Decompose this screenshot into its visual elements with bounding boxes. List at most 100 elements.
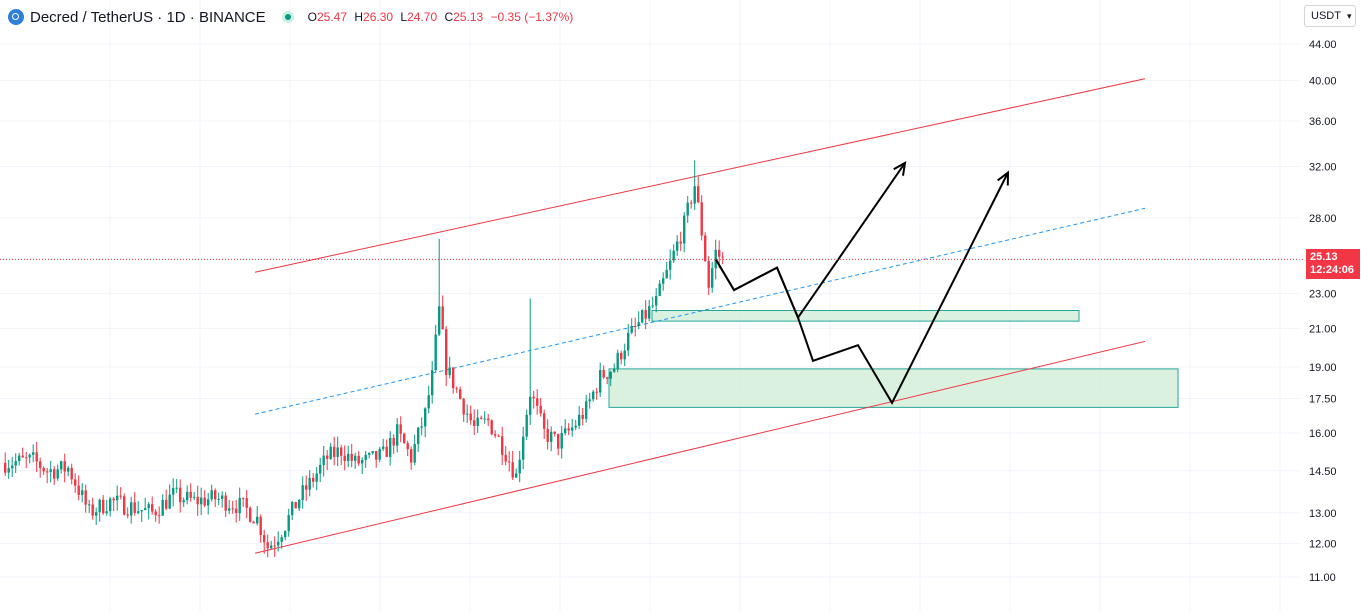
candle-body xyxy=(291,501,294,516)
candle-body xyxy=(179,487,182,503)
channel-midline xyxy=(254,207,1146,415)
candle-body xyxy=(662,278,665,284)
candle-body xyxy=(501,436,504,455)
candle-body xyxy=(623,350,626,360)
candle-body xyxy=(431,370,434,396)
candle-body xyxy=(105,511,108,514)
candle-body xyxy=(711,268,714,288)
candle-body xyxy=(284,531,287,538)
price-tick-label: 19.00 xyxy=(1309,362,1337,374)
candle-body xyxy=(392,437,395,446)
chevron-down-icon: ▾ xyxy=(1346,10,1352,21)
candle-body xyxy=(434,334,437,371)
candle-body xyxy=(424,408,427,427)
candle-body xyxy=(560,433,563,449)
candle-body xyxy=(665,269,668,279)
candle-body xyxy=(182,500,185,503)
projection-paths xyxy=(715,161,1010,405)
low-value: 24.70 xyxy=(407,10,438,24)
candle-body xyxy=(298,499,301,509)
candle-body xyxy=(140,510,143,512)
candle-body xyxy=(466,413,469,415)
candle-body xyxy=(252,521,255,524)
candle-body xyxy=(452,367,455,389)
candle-body xyxy=(18,455,21,462)
candle-body xyxy=(676,241,679,251)
candle-body xyxy=(588,399,591,402)
candle-body xyxy=(158,515,161,517)
candle-body xyxy=(46,471,49,473)
candle-body xyxy=(655,295,658,306)
candle-body xyxy=(599,369,602,393)
decred-logo-icon[interactable] xyxy=(8,9,24,25)
price-tick-label: 32.00 xyxy=(1309,161,1337,173)
low-label: L xyxy=(400,10,408,24)
candle-body xyxy=(53,469,56,479)
candle-body xyxy=(557,433,560,449)
price-tick-label: 14.50 xyxy=(1309,466,1337,478)
candle-body xyxy=(123,496,126,515)
candle-body xyxy=(214,490,217,500)
candle-body xyxy=(364,454,367,460)
candle-body xyxy=(245,498,248,508)
candle-body xyxy=(420,426,423,428)
candle-body xyxy=(518,459,521,474)
candle-body xyxy=(189,491,192,498)
channel-lower-line xyxy=(254,340,1146,554)
bar-countdown: 12:24:06 xyxy=(1310,264,1355,276)
candle-body xyxy=(686,202,689,216)
candle-body xyxy=(95,512,98,516)
last-price-value: 25.13 xyxy=(1310,251,1338,263)
candle-body xyxy=(459,389,462,399)
market-status-icon[interactable] xyxy=(281,11,294,23)
candle-body xyxy=(693,186,696,204)
candle-body xyxy=(203,497,206,506)
candle-body xyxy=(651,305,654,307)
candle-body xyxy=(4,462,7,473)
demand-zones xyxy=(608,310,1179,408)
candle-body xyxy=(578,414,581,426)
candle-body xyxy=(235,508,238,513)
candle-body xyxy=(25,457,28,459)
candle-body xyxy=(385,446,388,457)
candle-body xyxy=(494,434,497,436)
candle-body xyxy=(35,452,38,462)
candle-body xyxy=(511,462,514,478)
candle-body xyxy=(343,455,346,461)
price-axis[interactable]: 11.00 12.00 13.00 14.50 16.00 17.50 19.00 21.00… xyxy=(1309,39,1337,584)
candle-body xyxy=(700,202,703,236)
candle-body xyxy=(473,420,476,426)
candle-body xyxy=(270,545,273,549)
candle-body xyxy=(644,309,647,319)
candle-body xyxy=(224,495,227,511)
currency-value: USDT xyxy=(1311,10,1341,22)
high-value: 26.30 xyxy=(363,10,394,24)
candle-body xyxy=(221,495,224,499)
candle-body xyxy=(333,446,336,457)
candle-body xyxy=(242,497,245,499)
symbol-title[interactable]: Decred / TetherUS · 1D · BINANCE xyxy=(30,8,266,26)
candle-body xyxy=(469,413,472,421)
candle-body xyxy=(704,235,707,262)
candle-body xyxy=(637,322,640,327)
candle-body xyxy=(60,461,63,470)
candle-body xyxy=(161,499,164,516)
candle-body xyxy=(168,494,171,509)
projection-arrowhead xyxy=(893,161,907,176)
candle-body xyxy=(403,433,406,444)
demand-zone xyxy=(651,310,1080,322)
candle-body xyxy=(368,453,371,455)
candle-body xyxy=(329,446,332,459)
candle-body xyxy=(249,507,252,522)
candle-body xyxy=(455,388,458,390)
candle-body xyxy=(42,467,45,472)
candle-body xyxy=(620,352,623,360)
candle-body xyxy=(641,309,644,323)
candle-body xyxy=(410,449,413,463)
candle-body xyxy=(672,250,675,261)
currency-select[interactable]: USDT ▾ xyxy=(1304,5,1356,27)
candle-body xyxy=(217,498,220,500)
candle-body xyxy=(462,398,465,415)
candle-body xyxy=(581,414,584,419)
